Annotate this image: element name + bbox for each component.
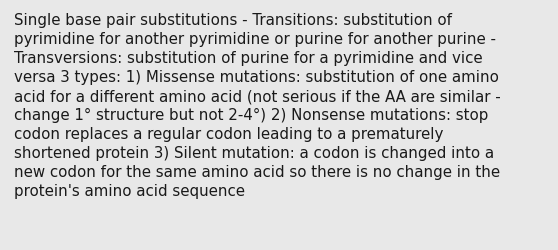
Text: Single base pair substitutions - Transitions: substitution of
pyrimidine for ano: Single base pair substitutions - Transit… <box>15 14 501 198</box>
